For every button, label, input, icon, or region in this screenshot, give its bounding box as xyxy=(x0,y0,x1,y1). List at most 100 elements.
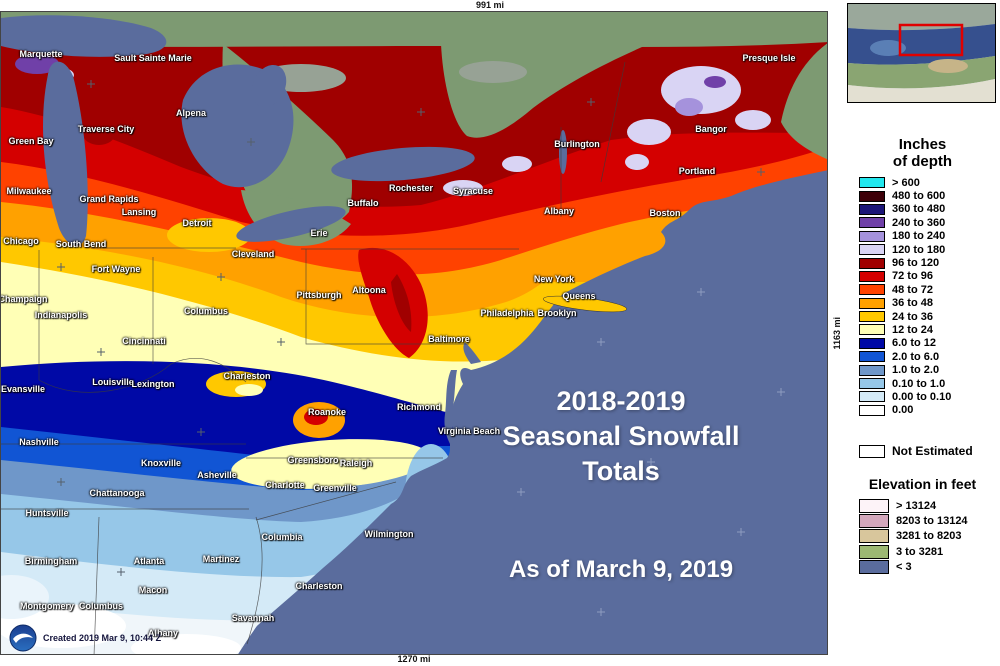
legend-swatch xyxy=(859,257,885,269)
snow-legend-row: 2.0 to 6.0 xyxy=(859,350,998,363)
snow-legend-row: > 600 xyxy=(859,176,998,189)
legend-swatch xyxy=(859,324,885,336)
snow-legend: > 600 480 to 600 360 to 480 240 to 360 180 t… xyxy=(859,176,998,417)
snow-legend-title-line1: Inches xyxy=(898,136,947,153)
legend-swatch xyxy=(859,498,889,513)
legend-sidebar: Inches of depth > 600 480 to 600 360 to 48… xyxy=(845,0,1000,666)
scale-label-right: 1163 mi xyxy=(828,11,845,655)
legend-label: 96 to 120 xyxy=(892,257,940,270)
legend-label: 8203 to 13124 xyxy=(896,515,968,528)
legend-swatch xyxy=(859,177,885,189)
created-text: Created 2019 Mar 9, 10:44 Z xyxy=(43,633,162,643)
snow-legend-row: 1.0 to 2.0 xyxy=(859,363,998,376)
legend-label: 0.00 xyxy=(892,404,914,417)
elevation-legend-row: 8203 to 13124 xyxy=(859,513,998,529)
overview-map-graphic xyxy=(848,4,995,102)
graticule-marks-ocean xyxy=(517,288,785,616)
snow-legend-row: 24 to 36 xyxy=(859,310,998,323)
elevation-legend: > 13124 8203 to 13124 3281 to 8203 3 to 328… xyxy=(859,498,998,575)
legend-label: 72 to 96 xyxy=(892,270,933,283)
long-island xyxy=(543,295,627,313)
legend-swatch xyxy=(859,337,885,349)
legend-label: 12 to 24 xyxy=(892,323,933,336)
snow-legend-row: 48 to 72 xyxy=(859,283,998,296)
legend-swatch xyxy=(859,297,885,309)
elevation-legend-row: < 3 xyxy=(859,560,998,575)
scale-label-bottom: 1270 mi xyxy=(397,654,431,664)
legend-swatch xyxy=(859,529,889,544)
atlantic-ocean xyxy=(238,170,827,654)
legend-label: 24 to 36 xyxy=(892,310,933,323)
snow-legend-row: 0.00 to 0.10 xyxy=(859,390,998,403)
legend-swatch xyxy=(859,217,885,229)
snow-legend-title-line2: of depth xyxy=(892,153,953,170)
snowfall-map: Marquette Sault Sainte Marie Presque Isle T… xyxy=(0,11,828,655)
created-row: Created 2019 Mar 9, 10:44 Z xyxy=(9,624,161,652)
legend-label: > 13124 xyxy=(896,499,937,512)
legend-label: 480 to 600 xyxy=(892,190,946,203)
legend-swatch xyxy=(859,364,885,376)
title-line-1: 2018-2019 xyxy=(556,386,686,416)
snow-legend-row: 120 to 180 xyxy=(859,243,998,256)
legend-swatch xyxy=(859,244,885,256)
legend-swatch xyxy=(859,514,889,529)
elevation-legend-row: 3281 to 8203 xyxy=(859,529,998,544)
legend-swatch xyxy=(859,351,885,363)
graticule-marks-land xyxy=(57,80,765,576)
legend-label: 120 to 180 xyxy=(892,243,946,256)
legend-label: 240 to 360 xyxy=(892,216,946,229)
legend-swatch xyxy=(859,203,885,215)
map-subtitle: As of March 9, 2019 xyxy=(508,556,734,583)
legend-swatch xyxy=(859,270,885,282)
snow-legend-row: 480 to 600 xyxy=(859,189,998,202)
great-lakes xyxy=(1,15,567,246)
elevation-legend-row: 3 to 3281 xyxy=(859,544,998,559)
snow-legend-row: 360 to 480 xyxy=(859,203,998,216)
not-estimated-swatch xyxy=(859,444,885,458)
legend-label: 360 to 480 xyxy=(892,203,946,216)
legend-swatch xyxy=(859,311,885,323)
snow-legend-row: 0.00 xyxy=(859,404,998,417)
legend-swatch xyxy=(859,190,885,202)
not-estimated-row: Not Estimated xyxy=(859,444,973,458)
legend-swatch xyxy=(859,544,889,559)
map-title: 2018-2019 Seasonal Snowfall Totals As of… xyxy=(441,384,801,587)
snow-legend-row: 180 to 240 xyxy=(859,230,998,243)
legend-label: < 3 xyxy=(896,561,912,574)
title-line-3: Totals xyxy=(582,456,660,486)
elevation-legend-title: Elevation in feet xyxy=(868,476,977,492)
legend-swatch xyxy=(859,378,885,390)
region-highlight-box xyxy=(898,23,964,57)
legend-label: 36 to 48 xyxy=(892,297,933,310)
legend-label: 3281 to 8203 xyxy=(896,530,962,543)
legend-swatch xyxy=(859,284,885,296)
snowfall-map-graphic xyxy=(1,12,827,654)
state-borders xyxy=(1,61,626,654)
scale-label-top: 991 mi xyxy=(475,0,505,10)
legend-label: 2.0 to 6.0 xyxy=(892,350,940,363)
snow-legend-row: 96 to 120 xyxy=(859,256,998,269)
legend-swatch xyxy=(859,230,885,242)
legend-label: 180 to 240 xyxy=(892,230,946,243)
legend-swatch xyxy=(859,391,885,403)
legend-label: 6.0 to 12 xyxy=(892,337,937,350)
snow-legend-row: 12 to 24 xyxy=(859,323,998,336)
overview-map-thumbnail xyxy=(847,3,996,103)
bays xyxy=(444,295,627,446)
noaa-logo-icon xyxy=(9,624,37,652)
legend-label: 0.00 to 0.10 xyxy=(892,390,952,403)
legend-label: 0.10 to 1.0 xyxy=(892,377,946,390)
legend-swatch xyxy=(859,404,885,416)
legend-label: 1.0 to 2.0 xyxy=(892,364,940,377)
legend-label: 48 to 72 xyxy=(892,283,933,296)
elevation-legend-row: > 13124 xyxy=(859,498,998,513)
snow-legend-row: 36 to 48 xyxy=(859,297,998,310)
scale-label-right-text: 1163 mi xyxy=(831,316,842,350)
snow-legend-row: 240 to 360 xyxy=(859,216,998,229)
snow-legend-row: 6.0 to 12 xyxy=(859,337,998,350)
not-estimated-label: Not Estimated xyxy=(892,444,973,458)
title-line-2: Seasonal Snowfall xyxy=(502,421,740,451)
legend-label: > 600 xyxy=(892,176,920,189)
legend-label: 3 to 3281 xyxy=(896,545,944,558)
